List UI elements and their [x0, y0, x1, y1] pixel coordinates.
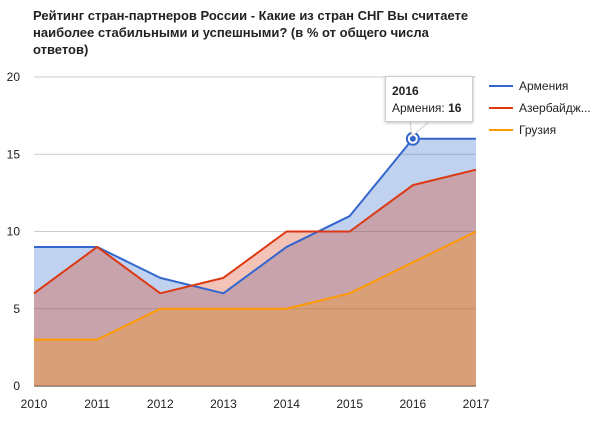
- y-axis-ticks: 0 5 10 15 20: [7, 70, 21, 393]
- x-tick-label: 2015: [336, 397, 363, 411]
- x-axis-ticks: 2010 2011 2012 2013 2014 2015 2016 2017: [21, 397, 490, 411]
- y-tick-label: 0: [13, 379, 20, 393]
- x-tick-label: 2012: [147, 397, 174, 411]
- series-area: [34, 169, 476, 386]
- series-area: [34, 138, 476, 386]
- series-line: [34, 137, 476, 295]
- tooltip-row: Армения: 16: [392, 99, 466, 117]
- legend[interactable]: Армения Азербайдж... Грузия: [489, 79, 591, 137]
- tooltip: 2016 Армения: 16: [385, 76, 473, 122]
- y-tick-label: 5: [13, 302, 20, 316]
- series-areas: [34, 138, 476, 386]
- hover-point-inner: [409, 135, 416, 142]
- series-line: [33, 168, 477, 295]
- series-lines: [33, 137, 477, 341]
- y-tick-label: 10: [7, 225, 21, 239]
- tooltip-pointer: [409, 121, 431, 137]
- legend-label[interactable]: Азербайдж...: [519, 101, 591, 115]
- x-tick-label: 2013: [210, 397, 237, 411]
- x-tick-label: 2016: [400, 397, 427, 411]
- x-tick-label: 2010: [21, 397, 48, 411]
- legend-label[interactable]: Грузия: [519, 123, 556, 137]
- x-tick-label: 2017: [463, 397, 490, 411]
- series-line: [34, 230, 477, 341]
- chart-title: Рейтинг стран-партнеров России - Какие и…: [33, 8, 469, 57]
- legend-label[interactable]: Армения: [519, 79, 568, 93]
- y-tick-label: 15: [7, 147, 21, 161]
- tooltip-title: 2016: [392, 84, 419, 98]
- tooltip-value: 16: [448, 101, 462, 115]
- y-tick-label: 20: [7, 70, 21, 84]
- tooltip-label: Армения:: [392, 101, 445, 115]
- x-tick-label: 2011: [84, 397, 110, 411]
- x-tick-label: 2014: [273, 397, 300, 411]
